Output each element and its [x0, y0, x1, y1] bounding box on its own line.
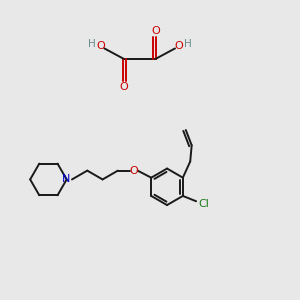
Text: O: O: [152, 26, 160, 36]
Text: O: O: [129, 166, 138, 176]
Text: Cl: Cl: [199, 199, 209, 209]
Text: H: H: [184, 39, 192, 49]
Text: H: H: [88, 39, 96, 49]
Text: O: O: [96, 41, 105, 51]
Text: N: N: [62, 174, 70, 184]
Text: O: O: [175, 41, 183, 51]
Text: O: O: [119, 82, 128, 92]
